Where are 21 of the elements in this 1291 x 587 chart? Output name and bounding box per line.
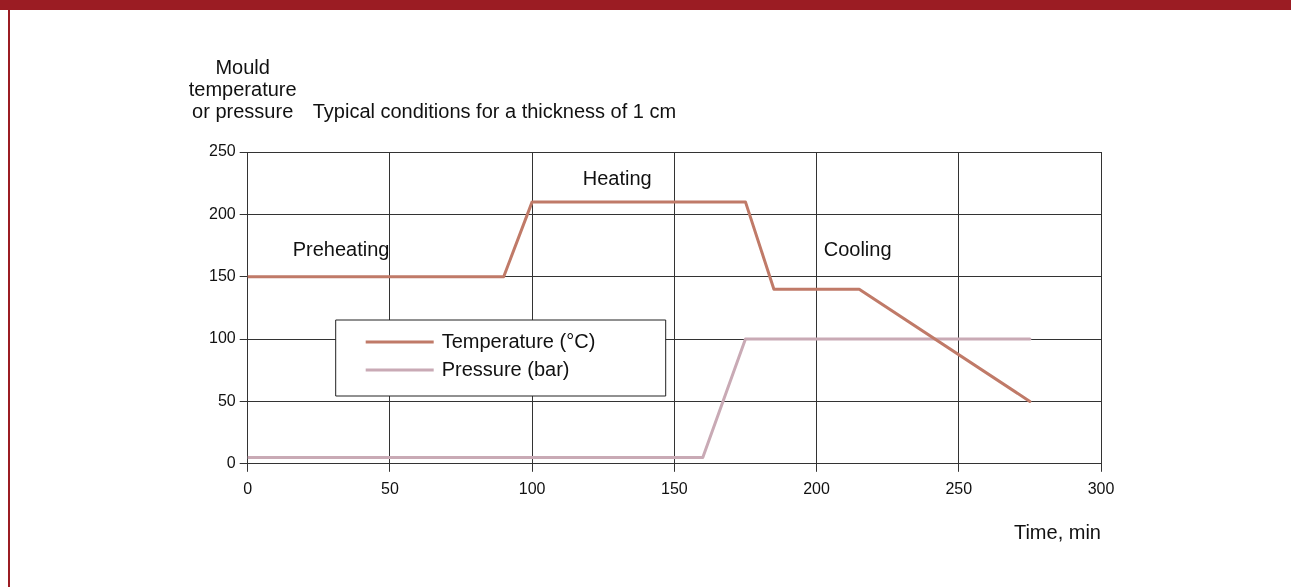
legend-label: Temperature (°C) [441,329,596,352]
y-tick-label: 0 [226,454,236,472]
legend-label: Pressure (bar) [441,357,570,380]
chart-title: Typical conditions for a thickness of 1 cm [312,99,677,122]
x-tick-label: 250 [945,479,973,497]
x-axis-title: Time, min [1013,521,1101,544]
x-tick-label: 300 [1087,479,1115,497]
x-tick-label: 0 [243,479,253,497]
annotation: Cooling [823,237,892,260]
y-tick-label: 200 [208,204,236,222]
annotation: Preheating [292,237,390,260]
y-tick-label: 100 [208,329,236,347]
annotation: Heating [582,166,652,189]
x-tick-label: 50 [381,479,399,497]
y-tick-label: 50 [217,391,236,409]
y-tick-label: 150 [208,267,236,285]
x-tick-label: 200 [803,479,831,497]
y-tick-label: 250 [208,142,236,160]
y-axis-title: Mould temperature or pressure [188,55,297,122]
x-tick-label: 100 [518,479,546,497]
x-tick-label: 150 [661,479,688,497]
